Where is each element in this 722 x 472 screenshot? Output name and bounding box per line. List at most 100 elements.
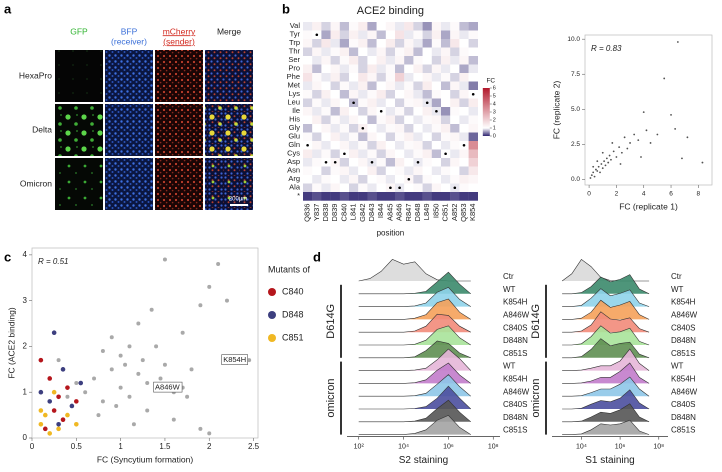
heat-cell <box>312 39 322 48</box>
heat-cell <box>321 98 331 108</box>
heat-cell <box>303 192 313 201</box>
heat-cell <box>450 47 460 57</box>
heat-cell <box>330 166 340 176</box>
ridge-label: Ctr <box>503 272 514 281</box>
point <box>145 408 150 413</box>
colorbar <box>482 88 490 136</box>
heat-cell <box>303 166 313 176</box>
image <box>155 158 203 210</box>
heat-cell <box>367 81 377 91</box>
column-label: R847 <box>404 204 413 222</box>
heat-cell <box>422 183 432 193</box>
heat-cell <box>339 81 350 91</box>
point <box>127 344 132 349</box>
heat-cell <box>450 158 460 167</box>
heat-cell <box>441 183 451 193</box>
ridge <box>358 340 471 359</box>
heat-cell <box>303 73 313 82</box>
column-label: I850 <box>431 204 440 219</box>
heat-cell <box>395 149 405 159</box>
heat-cell <box>395 158 405 167</box>
heat-cell <box>349 132 359 142</box>
heat-cell <box>413 132 423 142</box>
heat-cell <box>431 22 442 31</box>
point <box>47 431 53 436</box>
point <box>56 421 61 427</box>
colorbar-tick-label: 2 <box>493 117 496 123</box>
heat-cell <box>404 98 414 108</box>
x-tick-label: 0 <box>587 191 591 198</box>
heat-cell <box>349 64 359 74</box>
heat-cell <box>339 64 350 74</box>
heat-cell <box>376 124 386 133</box>
heat-cell <box>349 81 359 91</box>
point <box>109 367 114 372</box>
heat-cell <box>367 90 377 99</box>
heat-cell <box>367 149 377 159</box>
y-tick-label: 3 <box>23 296 28 305</box>
heat-cell <box>385 166 396 176</box>
x-tick-label: 10⁴ <box>398 443 409 450</box>
heat-cell <box>303 81 313 91</box>
ridge-label: C851S <box>503 349 527 358</box>
heat-cell <box>339 158 350 167</box>
heat-cell <box>330 132 340 142</box>
heat-cell <box>367 107 377 116</box>
point <box>605 157 608 160</box>
heat-cell <box>404 73 414 82</box>
microscopy-panel: GFP BFP (receiver) mCherry (sender) Merg… <box>19 26 253 210</box>
heat-cell <box>330 149 340 159</box>
heat-cell <box>321 90 331 99</box>
column-label: C851 <box>441 204 450 222</box>
heat-cell <box>312 149 322 159</box>
point <box>171 417 176 422</box>
point <box>51 330 57 335</box>
legend-swatch <box>268 311 276 319</box>
ridge-label: D848N <box>503 336 528 345</box>
heat-cell <box>312 98 322 108</box>
heat-cell <box>312 166 322 176</box>
heat-cell <box>330 107 340 116</box>
heat-cell <box>385 141 396 150</box>
heat-cell <box>303 98 313 108</box>
heat-cell <box>339 183 350 193</box>
heat-cell <box>367 115 377 125</box>
heat-cell <box>339 56 350 65</box>
point <box>189 367 194 372</box>
heat-cell <box>450 90 460 99</box>
heat-cell <box>339 98 350 108</box>
ridge <box>562 403 650 423</box>
point <box>656 133 659 136</box>
heat-cell <box>321 22 331 31</box>
heat-cell <box>395 124 405 133</box>
heat-cell <box>459 73 469 82</box>
wildtype-dot <box>352 101 355 105</box>
ridge <box>561 258 650 282</box>
heat-cell <box>441 124 451 133</box>
heat-cell <box>358 30 368 40</box>
heat-cell <box>358 132 368 142</box>
point <box>92 376 97 381</box>
heat-cell <box>385 192 396 201</box>
heat-cell <box>385 73 396 82</box>
wildtype-dot <box>462 143 466 147</box>
heat-cell <box>349 90 359 99</box>
row-label: Pro <box>288 64 300 73</box>
heat-cell <box>413 192 423 201</box>
heat-cell <box>422 47 432 57</box>
heat-cell <box>450 124 460 133</box>
heat-cell <box>358 73 368 82</box>
heat-cell <box>358 22 368 31</box>
heat-cell <box>459 98 469 108</box>
heat-cell <box>358 90 368 99</box>
heat-cell <box>395 141 405 150</box>
heat-cell <box>413 175 423 184</box>
heat-cell <box>376 73 386 82</box>
point <box>604 164 607 167</box>
heat-cell <box>450 141 460 150</box>
heat-cell <box>468 64 478 74</box>
point <box>38 389 44 395</box>
heat-cell <box>441 39 451 48</box>
heat-cell <box>404 64 414 74</box>
row-label: Leu <box>287 98 300 107</box>
